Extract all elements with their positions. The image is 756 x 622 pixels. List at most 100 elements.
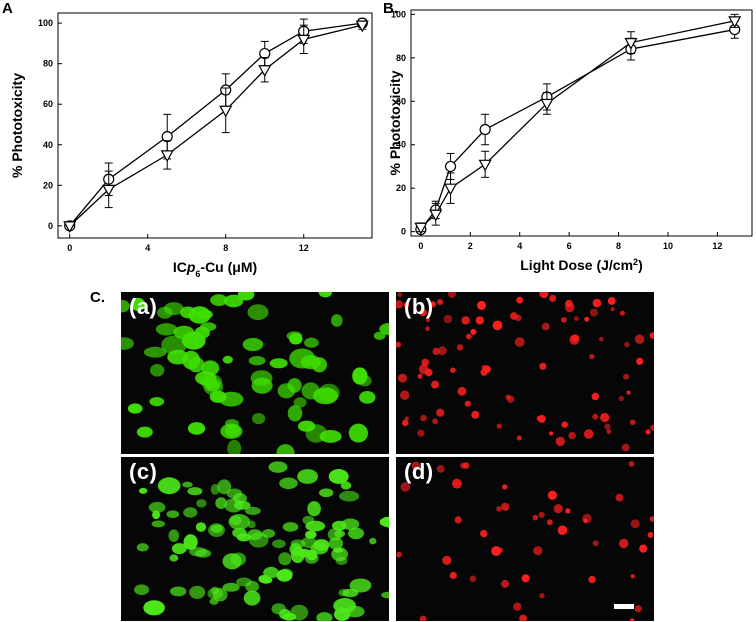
cell: [634, 605, 642, 613]
cell: [583, 429, 594, 439]
cell: [533, 546, 543, 556]
x-tick-label: 8: [223, 243, 228, 253]
x-tick-label: 12: [712, 241, 722, 251]
cell: [149, 397, 165, 407]
cell: [457, 386, 467, 396]
x-axis-label-part: 6: [195, 269, 200, 279]
cell: [334, 530, 346, 538]
series-1-point: [444, 183, 458, 196]
cell: [307, 501, 321, 517]
cell: [619, 310, 625, 316]
cell: [419, 615, 427, 621]
cell: [568, 431, 576, 440]
cell: [148, 501, 166, 513]
cell: [649, 516, 654, 522]
cell: [539, 292, 549, 299]
cell: [248, 356, 266, 366]
cell: [187, 487, 203, 496]
cell: [645, 429, 651, 435]
cell: [513, 602, 522, 611]
cell: [592, 413, 599, 420]
cell: [549, 294, 557, 302]
cell: [131, 297, 146, 312]
cell: [195, 522, 207, 532]
cell: [318, 383, 340, 402]
y-tick-label: 20: [43, 180, 53, 190]
cell: [167, 349, 189, 365]
cell: [136, 426, 153, 438]
micrograph-d: (d): [396, 457, 654, 621]
cell: [589, 353, 595, 360]
y-tick-label: 60: [396, 96, 406, 106]
cell: [610, 307, 615, 312]
micrograph-d-cells: [396, 461, 654, 621]
panel-label-c: C.: [90, 289, 105, 306]
cell: [629, 618, 635, 621]
cell: [397, 292, 403, 297]
cell: [547, 490, 557, 500]
cell: [398, 373, 407, 383]
cell: [168, 529, 180, 542]
cell: [532, 514, 539, 521]
cell: [279, 477, 298, 490]
x-tick-label: 10: [663, 241, 673, 251]
cell: [606, 429, 612, 434]
cell: [247, 520, 256, 529]
cell: [138, 487, 148, 494]
cell: [263, 566, 279, 579]
cell: [183, 534, 198, 550]
cell: [561, 317, 567, 323]
cell: [599, 336, 604, 342]
cell: [222, 582, 240, 592]
cell: [236, 577, 252, 587]
cell: [208, 523, 225, 537]
series-1-line: [69, 24, 363, 227]
cell: [243, 590, 261, 606]
cell: [157, 477, 181, 495]
cell: [623, 373, 630, 380]
cell: [496, 506, 502, 512]
cell: [224, 294, 244, 308]
cell: [210, 586, 220, 595]
series-1-point: [355, 20, 369, 33]
cell: [626, 390, 631, 395]
cell: [379, 516, 389, 528]
cell: [582, 513, 592, 524]
series-1-point: [624, 37, 638, 50]
cell: [242, 337, 264, 352]
cell: [553, 504, 563, 514]
series-0-point: [259, 47, 271, 60]
micrograph-a-label: (a): [129, 294, 158, 319]
cell: [505, 394, 511, 400]
x-tick-label: 4: [145, 243, 150, 253]
cell: [624, 341, 630, 348]
cell: [569, 334, 580, 345]
cell: [420, 414, 427, 422]
cell: [166, 510, 180, 518]
cell: [210, 294, 228, 306]
series-1-point: [414, 222, 428, 235]
x-tick-label: 8: [616, 241, 621, 251]
cell: [436, 465, 445, 473]
cell: [541, 322, 550, 331]
series-1-point: [728, 16, 742, 29]
cell: [481, 364, 487, 371]
cell: [215, 497, 227, 509]
cell: [331, 314, 343, 327]
cell: [539, 362, 547, 370]
chart-a: 0 4 8 12 0 20 40 60 80 100 % Phototoxicity ICp6-Cu …: [9, 12, 373, 279]
cell: [222, 355, 233, 364]
cell: [121, 337, 134, 350]
cell: [328, 469, 349, 484]
cell: [319, 430, 342, 443]
cell: [250, 457, 256, 458]
cell: [590, 308, 598, 317]
y-tick-label: 80: [396, 53, 406, 63]
cell: [301, 382, 320, 400]
series-1-point: [258, 65, 272, 78]
cell: [196, 499, 207, 508]
cell: [237, 292, 255, 301]
series-1-line: [420, 20, 735, 228]
y-tick-label: 0: [401, 227, 406, 237]
chart-b: 0 2 4 6 8 10 12 0 20 40 60 80 100 % Phototoxicity Ligh…: [387, 9, 753, 273]
